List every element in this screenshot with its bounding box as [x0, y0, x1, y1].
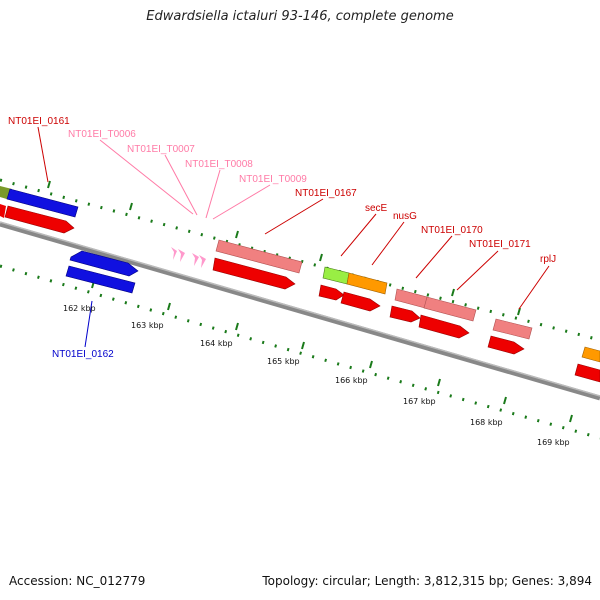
cds-rplj-box [492, 318, 533, 340]
cds-nusg-arrow [340, 291, 381, 312]
major-tick [569, 414, 573, 423]
genome-title: Edwardsiella ictaluri 93-146, complete g… [146, 9, 454, 24]
scale-label: 165 kbp [267, 357, 300, 366]
major-tick [517, 307, 521, 316]
trna-t0009 [199, 255, 206, 268]
cds-0170-arrow [389, 305, 421, 323]
leader-0161 [37, 126, 49, 183]
gene-label: NT01EI_0171 [469, 239, 531, 250]
genome-backbone-highlight [0, 221, 600, 397]
major-tick [47, 180, 51, 189]
major-tick [503, 396, 507, 405]
gene-label: NT01EI_T0007 [127, 144, 195, 155]
trna-t0007 [178, 249, 185, 262]
scale-label: 162 kbp [63, 304, 96, 313]
trna-t0006 [171, 247, 177, 260]
trna-chevrons [171, 247, 206, 268]
major-tick [437, 378, 441, 387]
cds-0162-box [65, 265, 136, 294]
accession-text: Accession: NC_012779 [9, 574, 146, 588]
scale-label: 164 kbp [200, 339, 233, 348]
scale-label: 167 kbp [403, 397, 436, 406]
leader-t0009 [212, 184, 271, 220]
gene-label: NT01EI_0161 [8, 116, 70, 127]
major-tick [301, 341, 305, 350]
major-tick [235, 322, 239, 331]
major-tick [129, 202, 133, 211]
gene-label: NT01EI_0167 [295, 188, 357, 199]
gene-label: nusG [393, 211, 417, 222]
gene-label: secE [365, 203, 388, 214]
cds-0167-arrow [212, 257, 296, 290]
leader-0171 [456, 250, 499, 291]
cds-0161-box [6, 188, 79, 218]
major-tick [167, 302, 171, 311]
gene-label: NT01EI_0162 [52, 349, 114, 360]
leader-rplj [518, 265, 550, 310]
gene-label: NT01EI_T0006 [68, 129, 136, 140]
gene-label: rplJ [540, 254, 556, 265]
genome-backbone [0, 221, 600, 401]
cds-nusg-box [346, 272, 388, 295]
cds-0161-arrow [4, 205, 75, 234]
outer-tick-track [0, 178, 600, 342]
cds-partial-red [0, 204, 6, 218]
leader-nusg [371, 221, 405, 266]
cds-0171-box [423, 296, 477, 322]
trna-t0008 [192, 253, 199, 266]
cds-0171-arrow [418, 314, 470, 339]
leader-t0007 [164, 154, 198, 216]
leader-t0008 [205, 169, 221, 219]
gene-label: NT01EI_T0009 [239, 174, 307, 185]
major-tick [369, 360, 373, 369]
scale-label: 168 kbp [470, 418, 503, 427]
inner-tick-track [0, 264, 600, 440]
scale-label: 163 kbp [131, 321, 164, 330]
scale-label: 166 kbp [335, 376, 368, 385]
cds-0167-box [215, 239, 303, 274]
cds-rplj-arrow [487, 335, 525, 355]
cds-partial-orange [581, 346, 600, 363]
cds-partial-red-right [574, 363, 600, 383]
gene-label: NT01EI_T0008 [185, 159, 253, 170]
label-leaders [37, 126, 550, 348]
gene-label: NT01EI_0170 [421, 225, 483, 236]
scale-label: 169 kbp [537, 438, 570, 447]
leader-0167 [264, 198, 324, 235]
cds-sece-arrow [318, 284, 345, 301]
genome-summary-text: Topology: circular; Length: 3,812,315 bp… [262, 574, 592, 588]
major-tick [235, 230, 239, 239]
cds-sece-box [322, 266, 350, 285]
leader-t0006 [99, 139, 194, 215]
leader-0162 [84, 300, 93, 348]
major-tick [451, 288, 455, 297]
major-tick [319, 253, 323, 262]
leader-sece [340, 213, 377, 257]
leader-0170 [415, 235, 453, 279]
cds-0162-arrow [69, 250, 139, 277]
cds-0170-box [394, 288, 428, 309]
